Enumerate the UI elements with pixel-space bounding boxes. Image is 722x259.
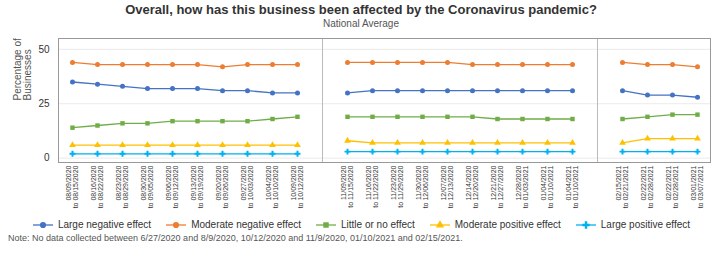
svg-text:02/22/2021to 02/28/2021: 02/22/2021to 02/28/2021 (640, 165, 654, 208)
svg-text:09/13/2020to 09/19/2020: 09/13/2020to 09/19/2020 (190, 165, 204, 208)
svg-text:09/20/2020to 09/26/2020: 09/20/2020to 09/26/2020 (215, 165, 229, 208)
html-text:National Average: National Average (323, 18, 399, 29)
html-text:Moderate positive effect: Moderate positive effect (454, 219, 561, 230)
svg-text:11/09/2020to 11/15/2020: 11/09/2020to 11/15/2020 (340, 165, 354, 207)
svg-text:01/04/2021to 01/10/2021: 01/04/2021to 01/10/2021 (565, 165, 579, 208)
svg-text:11/30/2020to 12/06/2020: 11/30/2020to 12/06/2020 (415, 165, 429, 208)
svg-text:12/28/2020to 01/03/2021: 12/28/2020to 01/03/2021 (515, 165, 529, 208)
svg-text:03/01/2021to 03/07/2021: 03/01/2021to 03/07/2021 (690, 165, 704, 208)
svg-text:12/14/2020to 12/20/2020: 12/14/2020to 12/20/2020 (465, 165, 479, 208)
svg-text:50: 50 (38, 44, 50, 55)
html-text:Little or no effect: Little or no effect (341, 219, 415, 230)
svg-text:02/15/2021to 02/21/2021: 02/15/2021to 02/21/2021 (615, 165, 629, 208)
svg-text:09/06/2020to 09/12/2020: 09/06/2020to 09/12/2020 (165, 165, 179, 208)
html-text:Note: No data collected betwee: Note: No data collected between 6/27/202… (8, 233, 463, 243)
html-text:Large negative effect: Large negative effect (57, 219, 152, 230)
svg-text:10/09/2020to 10/12/2020: 10/09/2020to 10/12/2020 (290, 165, 304, 208)
svg-text:08/16/2020to 08/22/2020: 08/16/2020to 08/22/2020 (90, 165, 104, 208)
html-text:Large positive effect: Large positive effect (600, 219, 691, 230)
svg-text:12/21/2020to 12/27/2020: 12/21/2020to 12/27/2020 (490, 165, 504, 208)
svg-text:11/16/2020to 11/22/2020: 11/16/2020to 11/22/2020 (365, 165, 379, 207)
svg-text:10/04/2020to 10/10/2020: 10/04/2020to 10/10/2020 (265, 165, 279, 208)
svg-text:12/07/2020to 12/13/2020: 12/07/2020to 12/13/2020 (440, 165, 454, 208)
svg-text:08/23/2020to 08/29/2020: 08/23/2020to 08/29/2020 (115, 165, 129, 208)
svg-text:25: 25 (38, 98, 50, 109)
svg-text:Percentage ofBusinesses: Percentage ofBusinesses (12, 38, 33, 100)
svg-text:08/30/2020to 09/05/2020: 08/30/2020to 09/05/2020 (140, 165, 154, 208)
svg-text:02/22/2021to 02/28/2021: 02/22/2021to 02/28/2021 (665, 165, 679, 208)
svg-text:09/27/2020to 10/03/2020: 09/27/2020to 10/03/2020 (240, 165, 254, 208)
svg-text:01/04/2021to 01/10/2021: 01/04/2021to 01/10/2021 (540, 165, 554, 208)
svg-text:0: 0 (44, 152, 50, 163)
svg-text:08/09/2020to 08/15/2020: 08/09/2020to 08/15/2020 (65, 165, 79, 208)
html-text:Moderate negative effect: Moderate negative effect (191, 219, 301, 230)
svg-text:11/23/2020to 11/29/2020: 11/23/2020to 11/29/2020 (390, 165, 404, 207)
html-text:Overall, how has this business: Overall, how has this business been affe… (125, 2, 597, 17)
